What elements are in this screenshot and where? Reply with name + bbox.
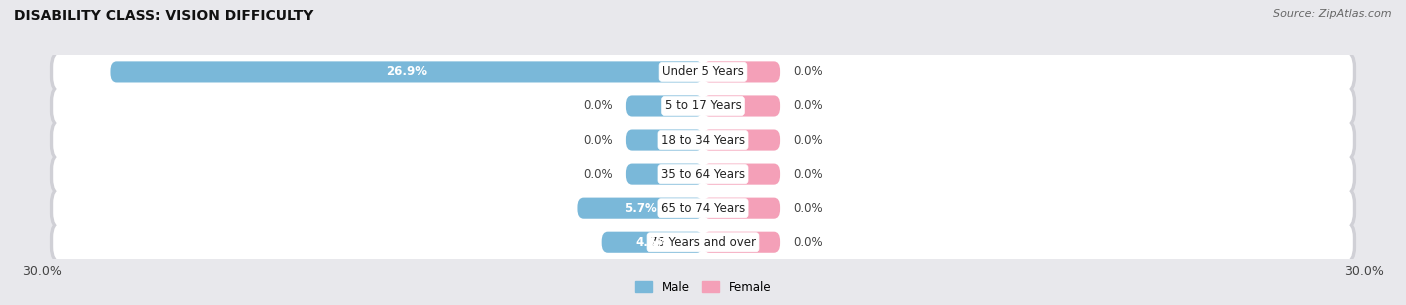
FancyBboxPatch shape: [703, 232, 780, 253]
FancyBboxPatch shape: [703, 95, 780, 117]
Text: 0.0%: 0.0%: [583, 99, 613, 113]
Text: 5.7%: 5.7%: [624, 202, 657, 215]
FancyBboxPatch shape: [602, 232, 703, 253]
Text: 0.0%: 0.0%: [793, 236, 823, 249]
FancyBboxPatch shape: [111, 61, 703, 82]
Text: 5 to 17 Years: 5 to 17 Years: [665, 99, 741, 113]
FancyBboxPatch shape: [53, 53, 1353, 91]
FancyBboxPatch shape: [626, 163, 703, 185]
Text: 26.9%: 26.9%: [387, 66, 427, 78]
Text: 0.0%: 0.0%: [793, 202, 823, 215]
FancyBboxPatch shape: [703, 130, 780, 151]
FancyBboxPatch shape: [53, 155, 1353, 193]
Text: 18 to 34 Years: 18 to 34 Years: [661, 134, 745, 146]
FancyBboxPatch shape: [53, 121, 1353, 159]
Text: 0.0%: 0.0%: [793, 168, 823, 181]
FancyBboxPatch shape: [49, 86, 1357, 127]
FancyBboxPatch shape: [49, 52, 1357, 92]
FancyBboxPatch shape: [49, 188, 1357, 228]
FancyBboxPatch shape: [49, 222, 1357, 263]
FancyBboxPatch shape: [703, 198, 780, 219]
Legend: Male, Female: Male, Female: [630, 276, 776, 298]
FancyBboxPatch shape: [703, 163, 780, 185]
Text: 4.6%: 4.6%: [636, 236, 669, 249]
Text: 65 to 74 Years: 65 to 74 Years: [661, 202, 745, 215]
FancyBboxPatch shape: [626, 95, 703, 117]
FancyBboxPatch shape: [626, 130, 703, 151]
Text: 0.0%: 0.0%: [793, 66, 823, 78]
Text: 35 to 64 Years: 35 to 64 Years: [661, 168, 745, 181]
FancyBboxPatch shape: [53, 223, 1353, 261]
FancyBboxPatch shape: [49, 120, 1357, 160]
Text: Under 5 Years: Under 5 Years: [662, 66, 744, 78]
FancyBboxPatch shape: [49, 154, 1357, 195]
Text: 75 Years and over: 75 Years and over: [650, 236, 756, 249]
Text: DISABILITY CLASS: VISION DIFFICULTY: DISABILITY CLASS: VISION DIFFICULTY: [14, 9, 314, 23]
Text: 0.0%: 0.0%: [793, 99, 823, 113]
Text: 0.0%: 0.0%: [793, 134, 823, 146]
Text: 0.0%: 0.0%: [583, 168, 613, 181]
FancyBboxPatch shape: [703, 61, 780, 82]
Text: Source: ZipAtlas.com: Source: ZipAtlas.com: [1274, 9, 1392, 19]
Text: 0.0%: 0.0%: [583, 134, 613, 146]
FancyBboxPatch shape: [578, 198, 703, 219]
FancyBboxPatch shape: [53, 189, 1353, 227]
FancyBboxPatch shape: [53, 87, 1353, 125]
